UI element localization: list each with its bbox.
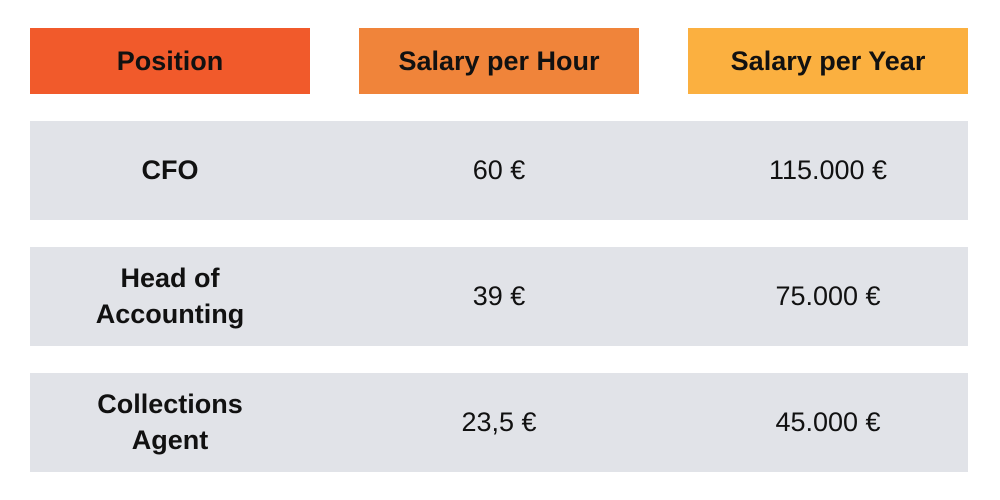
table-cell: 115.000 € xyxy=(688,121,968,220)
header-cell: Position xyxy=(30,28,310,94)
table-cell: 60 € xyxy=(359,121,639,220)
table-cell: CFO xyxy=(30,121,310,220)
table-cell: 75.000 € xyxy=(688,247,968,346)
cell-text: 60 € xyxy=(472,154,526,185)
cell-text: 115.000 € xyxy=(768,154,888,185)
cell-text: Collections Agent xyxy=(97,389,243,455)
table-cell: 23,5 € xyxy=(359,373,639,472)
table-row: Collections Agent 23,5 € 45.000 € xyxy=(30,373,968,472)
header-cell: Salary per Hour xyxy=(359,28,639,94)
table-row: Head of Accounting 39 € 75.000 € xyxy=(30,247,968,346)
table-cell: 45.000 € xyxy=(688,373,968,472)
cell-text: CFO xyxy=(141,154,199,185)
table-row: CFO 60 € 115.000 € xyxy=(30,121,968,220)
cell-text: 45.000 € xyxy=(775,406,881,437)
table-cell: Head of Accounting xyxy=(30,247,310,346)
cell-text: 23,5 € xyxy=(461,406,537,437)
cell-text: 39 € xyxy=(472,280,526,311)
table-cell: Collections Agent xyxy=(30,373,310,472)
cell-text: Head of Accounting xyxy=(95,263,245,329)
cell-text: 75.000 € xyxy=(775,280,881,311)
header-cell: Salary per Year xyxy=(688,28,968,94)
table-cell: 39 € xyxy=(359,247,639,346)
